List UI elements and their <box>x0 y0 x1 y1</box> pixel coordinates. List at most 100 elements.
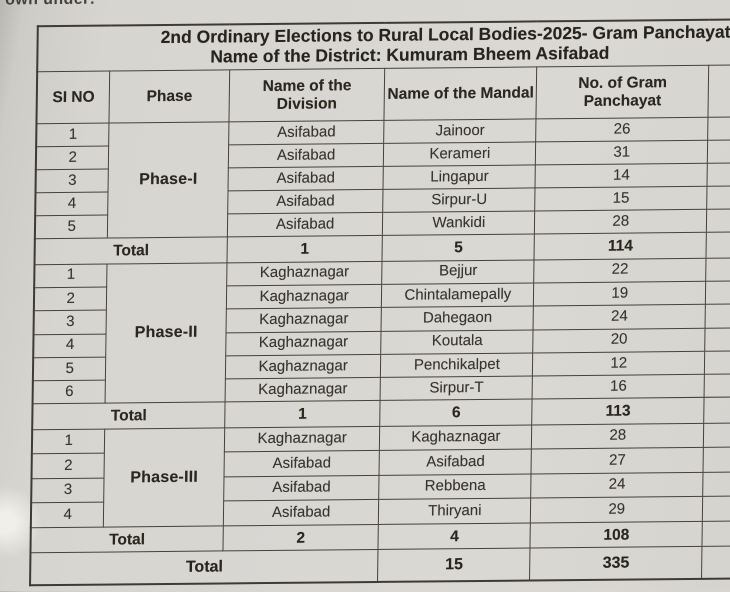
division-cell: Kaghaznagar <box>225 330 382 356</box>
gp-count-cell: 15 <box>535 186 708 212</box>
sl-no-cell: 1 <box>31 429 106 455</box>
division-cell: Asifabad <box>227 189 384 215</box>
cutoff-cell <box>707 116 730 141</box>
division-cell: Kaghaznagar <box>226 261 383 286</box>
mandal-cell: Jainoor <box>383 119 537 144</box>
mandal-cell: Kaghaznagar <box>379 424 533 451</box>
cutoff-cell <box>704 373 730 398</box>
mandal-cell: Dahegaon <box>381 306 534 331</box>
cutoff-cell <box>703 422 730 448</box>
phase-2-section: 1 Phase-II Kaghaznagar Bejjur 22 2 Kagha… <box>32 257 730 430</box>
gp-count-cell: 26 <box>535 117 709 143</box>
gp-count-cell: 28 <box>531 423 704 450</box>
division-cell: Asifabad <box>227 212 384 238</box>
division-cell: Kaghaznagar <box>224 377 381 403</box>
cutoff-cell <box>702 471 730 497</box>
division-cell: Kaghaznagar <box>225 307 382 333</box>
gp-count-cell: 20 <box>533 327 706 353</box>
grand-total-mandals-cell: 15 <box>377 548 531 582</box>
total-gps-cell: 108 <box>530 521 703 549</box>
mandal-cell: Koutala <box>381 329 534 355</box>
gp-count-cell: 28 <box>534 209 707 235</box>
cutoff-cell <box>703 447 730 473</box>
division-cell: Kaghaznagar <box>226 284 383 310</box>
division-cell: Asifabad <box>223 475 380 502</box>
phase-cell: Phase-III <box>103 427 225 528</box>
sl-no-cell: 5 <box>32 356 107 381</box>
phase-1-section: 1 Phase-I Asifabad Jainoor 26 2 Asifabad… <box>34 116 730 265</box>
total-divisions-cell: 2 <box>222 524 379 552</box>
sl-no-cell: 4 <box>33 333 107 358</box>
mandal-cell: Chintalamepally <box>381 282 535 308</box>
gp-count-cell: 31 <box>535 140 708 166</box>
sl-no-cell: 6 <box>32 380 106 405</box>
cutoff-cell <box>702 496 730 522</box>
col-header-sl-no: SI NO <box>36 71 111 124</box>
mandal-cell: Rebbena <box>379 473 532 500</box>
total-divisions-cell: 1 <box>224 400 381 428</box>
grand-total-section: Total 15 335 <box>30 546 730 586</box>
cutoff-cell <box>707 162 730 187</box>
phase-cell: Phase-II <box>105 262 227 404</box>
col-header-mandal: Name of the Mandal <box>384 67 538 121</box>
cutoff-cell <box>707 139 730 164</box>
sl-no-cell: 4 <box>30 502 105 528</box>
cutoff-cell <box>705 257 730 282</box>
grand-total-row: Total 15 335 <box>30 546 730 586</box>
total-label-cell: Total <box>32 402 225 430</box>
phase-3-section: 1 Phase-III Kaghaznagar Kaghaznagar 28 2… <box>30 422 730 554</box>
cutoff-cell <box>706 231 730 258</box>
sl-no-cell: 4 <box>35 192 109 216</box>
sl-no-cell: 1 <box>34 263 108 288</box>
gp-count-cell: 12 <box>532 351 705 377</box>
division-cell: Asifabad <box>228 120 385 146</box>
sl-no-cell: 2 <box>35 146 110 170</box>
mandal-cell: Asifabad <box>379 449 532 476</box>
cutoff-cell <box>702 520 730 547</box>
cutoff-cell <box>704 350 730 375</box>
gp-count-cell: 19 <box>533 281 706 307</box>
total-divisions-cell: 1 <box>226 235 383 263</box>
division-cell: Asifabad <box>223 450 380 477</box>
total-label-cell: Total <box>30 525 224 554</box>
header-row: SI NO Phase Name of the Division Name of… <box>36 64 730 124</box>
grand-total-label-cell: Total <box>30 549 379 586</box>
total-mandals-cell: 4 <box>378 522 531 550</box>
col-header-gp-count: No. of Gram Panchayat <box>536 65 709 120</box>
col-header-cutoff <box>708 64 730 118</box>
division-cell: Asifabad <box>228 143 384 169</box>
elections-table: 2nd Ordinary Elections to Rural Local Bo… <box>29 18 730 587</box>
division-cell: Asifabad <box>227 166 384 192</box>
cutoff-cell <box>706 185 730 210</box>
gp-count-cell: 27 <box>531 447 704 474</box>
mandal-cell: Thiryani <box>378 498 532 525</box>
division-cell: Asifabad <box>223 499 380 526</box>
cutoff-cell <box>705 280 730 305</box>
col-header-division: Name of the Division <box>228 68 386 123</box>
division-cell: Kaghaznagar <box>224 426 381 453</box>
cutoff-cell <box>704 327 730 352</box>
gp-count-cell: 24 <box>533 304 706 330</box>
gp-count-cell: 24 <box>531 472 704 499</box>
mandal-cell: Sirpur-U <box>383 188 536 213</box>
cutoff-cell <box>706 208 730 233</box>
sl-no-cell: 3 <box>33 310 107 335</box>
mandal-cell: Lingapur <box>383 165 536 190</box>
total-mandals-cell: 6 <box>380 399 533 427</box>
total-mandals-cell: 5 <box>382 234 535 262</box>
total-gps-cell: 113 <box>532 397 705 425</box>
gp-count-cell: 16 <box>532 374 705 400</box>
sl-no-cell: 3 <box>35 169 109 193</box>
total-label-cell: Total <box>34 237 228 265</box>
sl-no-cell: 1 <box>36 123 110 147</box>
sl-no-cell: 5 <box>34 215 109 239</box>
sl-no-cell: 3 <box>31 478 105 504</box>
sl-no-cell: 2 <box>31 453 105 479</box>
mandal-cell: Bejjur <box>382 259 535 285</box>
gp-count-cell: 22 <box>534 257 707 283</box>
total-gps-cell: 114 <box>534 232 707 260</box>
cutoff-cell <box>701 546 730 579</box>
gp-count-cell: 14 <box>535 163 708 189</box>
table-title-row: 2nd Ordinary Elections to Rural Local Bo… <box>37 19 730 72</box>
